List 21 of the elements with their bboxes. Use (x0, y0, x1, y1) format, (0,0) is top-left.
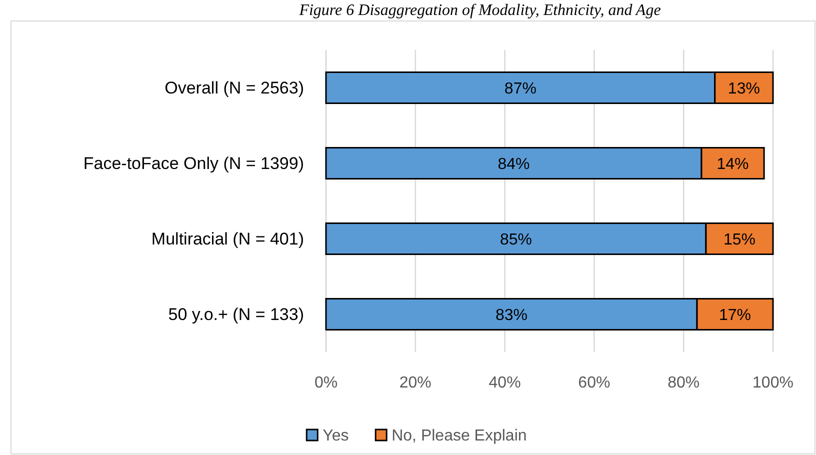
data-label: 17% (718, 306, 752, 324)
data-label: 87% (504, 80, 536, 98)
data-label: 15% (723, 231, 756, 248)
chart-title: Figure 6 Disaggregation of Modality, Ethnicity, and Age (298, 2, 661, 19)
legend-label: Yes (322, 428, 349, 445)
y-tick-label: Overall (N = 2563) (164, 78, 304, 98)
y-tick-label: Multiracial (N = 401) (151, 230, 304, 249)
data-label: 13% (728, 80, 760, 98)
x-tick-label: 100% (752, 374, 794, 392)
data-label: 84% (498, 156, 530, 173)
x-tick-label: 60% (578, 374, 610, 392)
legend-label: No, Please Explain (392, 428, 527, 445)
y-tick-label: Face-toFace Only (N = 1399) (83, 154, 304, 174)
x-tick-label: 0% (314, 374, 338, 392)
y-tick-label: 50 y.o.+ (N = 133) (168, 305, 304, 324)
data-label: 14% (716, 156, 749, 173)
x-tick-label: 40% (488, 374, 521, 392)
data-label: 83% (495, 306, 528, 324)
data-label: 85% (500, 231, 532, 248)
x-tick-label: 80% (668, 374, 700, 392)
x-tick-label: 20% (399, 374, 432, 392)
